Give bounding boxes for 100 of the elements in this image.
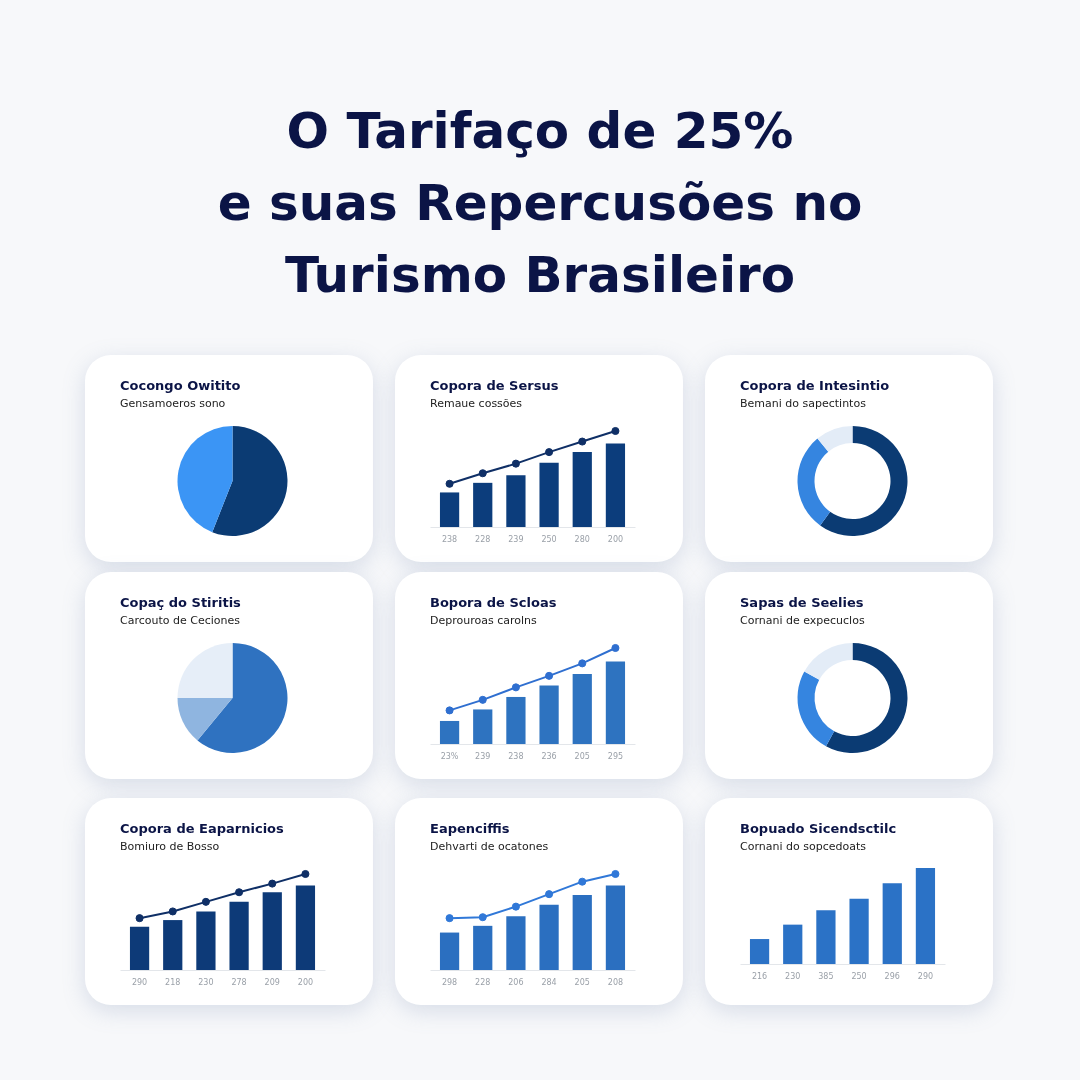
chart-subtitle: Bomiuro de Bosso [120,840,220,854]
bar [816,910,836,964]
bar [572,673,592,744]
bar [439,932,460,970]
bar [163,920,183,970]
bar [539,904,559,970]
x-tick-label: 216 [751,971,768,981]
point [511,683,520,692]
text: O Tarifaço de 25% e suas Repercusões no Turismo Brasileiro [216,101,864,306]
x-tick-label: 228 [475,977,491,987]
x-tick-label: 228 [475,534,491,544]
chart-subtitle: Deprouroas carolns [430,614,538,628]
x-tick-label: 200 [297,977,314,987]
point [545,448,554,457]
x-tick-label: 236 [541,751,557,761]
point [478,913,487,922]
point [445,706,454,715]
donut-slice [820,426,908,536]
pie-slice [197,643,288,753]
x-tick-label: 290 [917,971,934,981]
bar [539,685,559,744]
point [511,902,520,911]
x-tick-label: 298 [441,977,458,987]
bar [473,709,493,744]
bar [506,916,526,970]
bar [506,696,526,744]
x-tick-label: 200 [607,534,624,544]
chart-title: Sapas de Seelies [740,595,864,610]
bar [783,924,803,964]
chart-title: Eapenciffis [430,821,510,837]
x-tick-label: 208 [607,977,624,987]
x-tick-label: 284 [541,977,557,987]
bar [749,939,770,964]
point [611,426,620,436]
chart-subtitle: Bemani do sapectintos [740,397,867,410]
x-tick-label: 205 [574,751,590,761]
chart-subtitle: Cornani do sopcedoats [740,840,867,853]
point [578,437,587,446]
point [268,879,277,888]
bar [539,462,559,527]
bar [605,661,626,744]
chart-subtitle: Cornani de expecuclos [740,614,865,627]
x-tick-label: 239 [475,751,491,761]
bar [473,482,493,527]
bar [572,452,592,527]
x-tick-label: 206 [508,977,524,987]
point [135,914,144,923]
x-tick-label: 238 [508,751,524,761]
bar [439,720,460,744]
point [445,914,454,923]
point [301,869,310,879]
x-tick-label: 23% [440,751,459,761]
x-tick-label: 296 [884,971,900,981]
donut-slice [804,643,853,680]
x-tick-label: 238 [441,534,458,544]
bar [229,901,249,970]
donut-slice [817,426,853,452]
point [611,869,620,879]
x-tick-label: 218 [165,977,181,987]
x-tick-label: 250 [851,971,867,981]
chart-subtitle: Dehvarti de ocatones [430,840,549,854]
bar [295,885,316,970]
chart-title: Bopuado Sicendsctilc [740,821,897,836]
x-tick-label: 278 [231,977,247,987]
chart-title: Copora de Intesintio [740,378,890,393]
x-tick-label: 295 [607,751,624,761]
point [201,897,210,906]
point [478,469,487,478]
x-tick-label: 230 [198,977,214,987]
bar [849,898,869,964]
x-tick-label: 385 [818,971,834,981]
x-tick-label: 239 [508,534,524,544]
chart-subtitle: Gensamoeros sono [120,397,226,410]
point [445,479,454,488]
x-tick-label: 250 [541,534,557,544]
bar [506,475,526,527]
pie-slice [177,426,233,533]
chart-title: Copora de Sersus [430,378,559,394]
chart-title: Bopora de Scloas [430,595,557,611]
pie-slice [212,426,288,536]
point [168,907,177,916]
point [578,877,587,886]
bar [605,443,626,527]
x-tick-label: 280 [574,534,590,544]
x-tick-label: 290 [131,977,148,987]
chart-subtitle: Carcouto de Ceciones [120,614,241,627]
bar [915,868,936,964]
chart-subtitle: Remaue cossões [430,397,523,411]
chart-title: Copora de Eaparnicios [120,821,285,837]
bar [196,911,216,970]
bar [262,892,282,970]
point [545,890,554,899]
point [545,671,554,680]
x-tick-label: 230 [785,971,801,981]
point [578,659,587,668]
point [235,888,244,897]
point [611,643,620,653]
x-tick-label: 205 [574,977,590,987]
bar [473,925,493,970]
donut-slice [797,671,835,747]
